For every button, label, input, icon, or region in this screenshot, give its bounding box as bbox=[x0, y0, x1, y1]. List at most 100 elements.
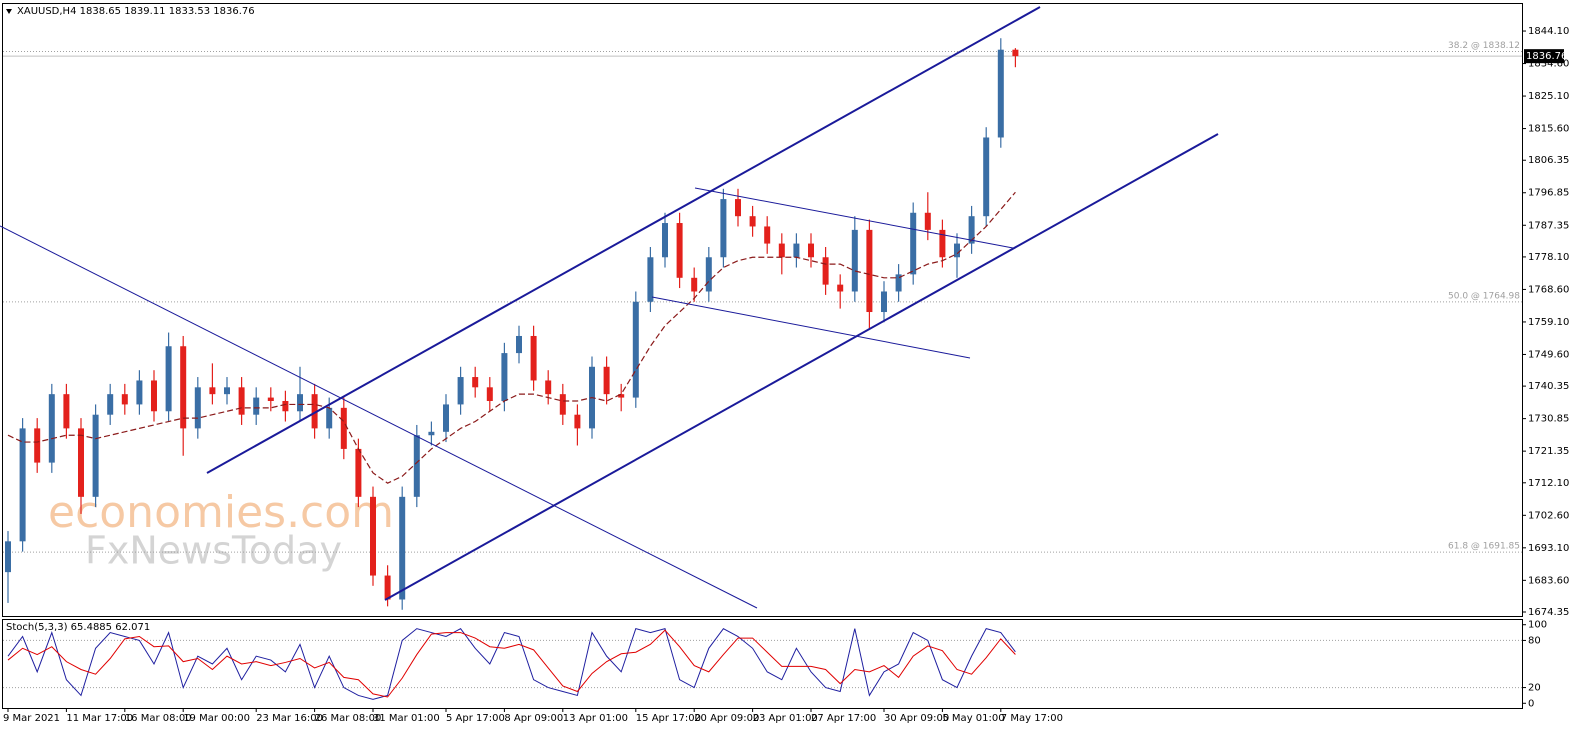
candle-body bbox=[63, 394, 70, 429]
fib-label: 61.8 @ 1691.85 bbox=[1448, 542, 1520, 552]
candle-body bbox=[428, 431, 435, 436]
y-tick-label: 1740.35 bbox=[1528, 381, 1569, 392]
stoch-panel bbox=[2, 619, 1523, 709]
candle-body bbox=[209, 387, 216, 395]
y-tick-label: 1693.10 bbox=[1528, 543, 1569, 554]
x-tick-label: 23 Mar 16:00 bbox=[256, 713, 323, 724]
y-tick-label: 1702.60 bbox=[1528, 510, 1569, 521]
stoch-d-line bbox=[7, 629, 1016, 698]
candle-body bbox=[939, 229, 946, 258]
candle-body bbox=[705, 257, 712, 292]
stoch-tick-label: 20 bbox=[1528, 683, 1541, 694]
stoch-header: Stoch(5,3,3) 65.4885 62.071 bbox=[6, 622, 150, 633]
x-tick-label: 13 Apr 01:00 bbox=[563, 713, 628, 724]
candle-body bbox=[78, 428, 84, 497]
header: XAUUSD,H4 1838.65 1839.11 1833.53 1836.7… bbox=[17, 6, 255, 17]
main-panel bbox=[2, 3, 1523, 617]
stoch-tick-label: 0 bbox=[1528, 698, 1534, 709]
open: 1838.65 bbox=[80, 6, 121, 17]
y-tick-label: 1844.10 bbox=[1528, 26, 1569, 37]
watermark: economies.com bbox=[48, 487, 394, 538]
x-tick-label: 31 Mar 01:00 bbox=[373, 713, 440, 724]
channel-upper bbox=[206, 6, 1041, 474]
x-tick-label: 26 Mar 08:00 bbox=[315, 713, 382, 724]
y-tick-label: 1683.60 bbox=[1528, 575, 1569, 586]
candle-body bbox=[910, 212, 917, 275]
y-tick-label: 1759.10 bbox=[1528, 317, 1569, 328]
candle-body bbox=[720, 199, 727, 258]
y-tick-label: 1778.10 bbox=[1528, 252, 1569, 263]
candle-body bbox=[778, 243, 785, 258]
candle-body bbox=[34, 428, 41, 463]
candle-body bbox=[618, 394, 625, 398]
x-tick-label: 5 Apr 17:00 bbox=[446, 713, 505, 724]
candle-body bbox=[370, 496, 376, 576]
candle-body bbox=[121, 394, 128, 405]
candle-body bbox=[1012, 49, 1019, 57]
candle-body bbox=[603, 366, 610, 395]
menu-arrow bbox=[6, 9, 12, 14]
y-tick-label: 1787.35 bbox=[1528, 220, 1569, 231]
candle-body bbox=[574, 414, 581, 429]
candle-body bbox=[311, 394, 318, 429]
y-tick-label: 1730.85 bbox=[1528, 414, 1569, 425]
candle-body bbox=[559, 394, 566, 415]
x-tick-label: 11 Mar 17:00 bbox=[66, 713, 133, 724]
candle-body bbox=[516, 335, 522, 354]
fib-label: 38.2 @ 1838.12 bbox=[1448, 41, 1520, 51]
candle-body bbox=[895, 274, 902, 292]
candle-body bbox=[355, 448, 362, 497]
candle-body bbox=[647, 257, 654, 302]
candle-body bbox=[793, 243, 800, 258]
candle-body bbox=[267, 397, 274, 402]
stoch-k: 65.4885 bbox=[71, 622, 112, 633]
flag-lower bbox=[651, 296, 971, 359]
candle-body bbox=[151, 380, 157, 412]
candle-body bbox=[19, 428, 26, 542]
candle-body bbox=[954, 243, 960, 258]
high: 1839.11 bbox=[124, 6, 165, 17]
stoch-d: 62.071 bbox=[115, 622, 150, 633]
candle-body bbox=[822, 257, 829, 285]
stoch-title: Stoch(5,3,3) bbox=[6, 622, 68, 633]
y-tick-label: 1721.35 bbox=[1528, 446, 1569, 457]
x-tick-label: 16 Mar 08:00 bbox=[125, 713, 192, 724]
stoch-tick-label: 80 bbox=[1528, 635, 1541, 646]
candle-body bbox=[384, 575, 391, 600]
candle-body bbox=[632, 301, 639, 398]
x-tick-label: 15 Apr 17:00 bbox=[636, 713, 701, 724]
y-tick-label: 1768.60 bbox=[1528, 284, 1569, 295]
candle-body bbox=[282, 401, 289, 412]
candle-body bbox=[136, 380, 143, 405]
candle-body bbox=[545, 380, 552, 395]
candle-body bbox=[501, 353, 508, 402]
y-tick-label: 1806.35 bbox=[1528, 155, 1569, 166]
candle-body bbox=[749, 216, 756, 227]
y-tick-label: 1796.85 bbox=[1528, 188, 1569, 199]
candle-body bbox=[297, 394, 303, 412]
candle-body bbox=[326, 407, 333, 429]
flag-upper bbox=[694, 187, 1014, 249]
candle-body bbox=[924, 212, 931, 230]
candle-body bbox=[530, 335, 537, 381]
y-tick-label: 1712.10 bbox=[1528, 478, 1569, 489]
candle-body bbox=[92, 414, 99, 497]
candle-body bbox=[662, 223, 668, 258]
x-tick-label: 19 Mar 00:00 bbox=[183, 713, 250, 724]
candle-body bbox=[983, 137, 990, 217]
watermark: FxNewsToday bbox=[85, 529, 342, 573]
candle-body bbox=[866, 229, 873, 313]
y-tick-label: 1815.60 bbox=[1528, 124, 1569, 135]
candle-body bbox=[165, 346, 172, 412]
close: 1836.76 bbox=[213, 6, 254, 17]
price-box-label: 1836.76 bbox=[1526, 51, 1567, 62]
candle-body bbox=[224, 387, 230, 395]
candle-body bbox=[881, 291, 887, 313]
low: 1833.53 bbox=[169, 6, 210, 17]
trendlines bbox=[0, 6, 1219, 609]
candle-body bbox=[764, 226, 771, 244]
stoch-k-line bbox=[7, 627, 1016, 700]
x-tick-label: 5 May 01:00 bbox=[942, 713, 1004, 724]
y-tick-label: 1674.35 bbox=[1528, 607, 1569, 618]
y-tick-label: 1749.60 bbox=[1528, 349, 1569, 360]
